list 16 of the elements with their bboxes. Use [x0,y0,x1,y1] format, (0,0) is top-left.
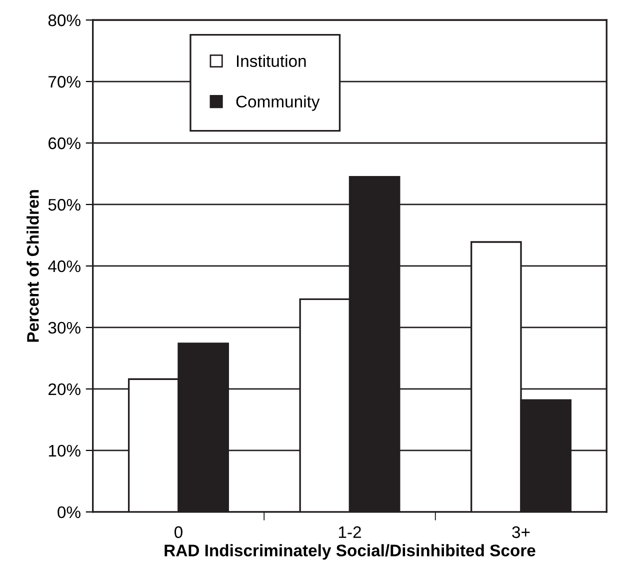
legend-label: Institution [237,54,306,68]
y-tick-label: 10% [48,444,80,457]
x-axis-title: RAD Indiscriminately Social/Disinhibited Score [164,544,536,560]
y-tick-label: 50% [48,198,80,211]
y-tick-label: 30% [48,322,80,334]
y-tick-label: 80% [48,14,80,26]
x-tick-label: 1-2 [338,526,361,538]
y-tick-label: 70% [48,76,80,88]
y-axis-title: Percent of Children [26,190,39,342]
x-tick-label: 0 [174,526,182,538]
y-tick-label: 0% [58,506,80,518]
legend-label: Community [236,95,320,111]
y-tick-label: 40% [48,260,80,272]
y-tick-label: 20% [48,383,80,396]
y-tick-label: 60% [48,137,80,150]
x-tick-label: 3+ [512,526,530,538]
